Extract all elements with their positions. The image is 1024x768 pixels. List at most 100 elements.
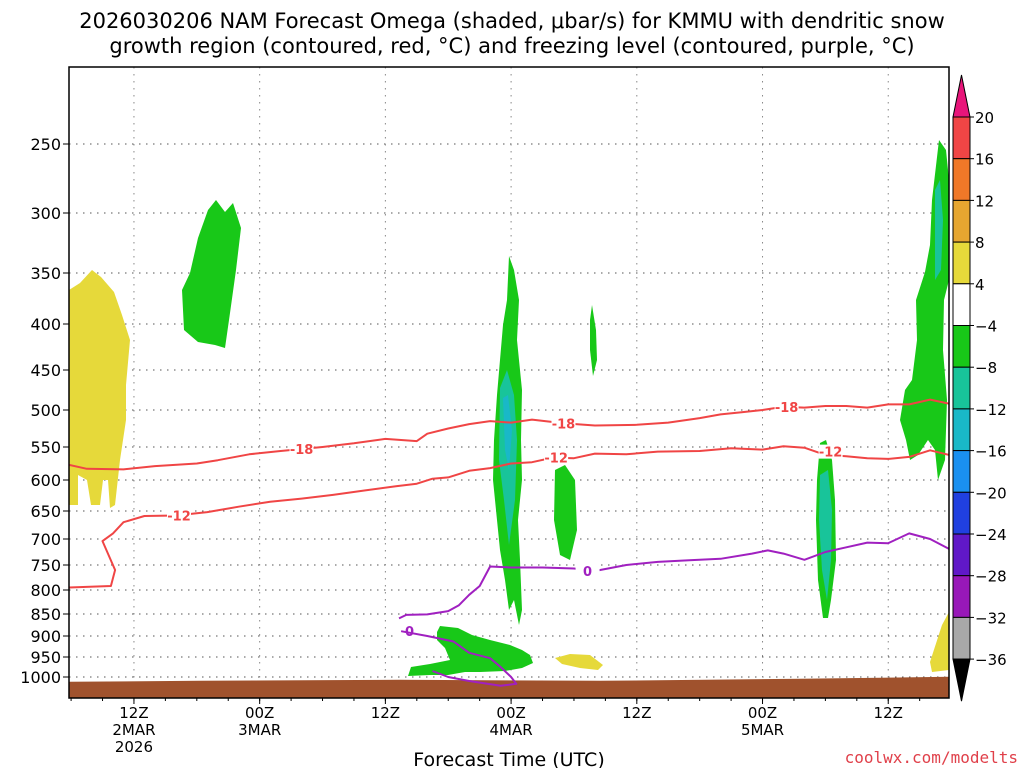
colorbar-box <box>952 450 971 493</box>
y-tick-label: 1000 <box>20 668 61 687</box>
colorbar-box <box>952 199 971 243</box>
y-tick-label: 800 <box>30 581 61 600</box>
contour-label-bg <box>818 444 843 459</box>
colorbar-label: −8 <box>975 359 997 377</box>
contour-label-bg <box>289 441 314 456</box>
contour-label: -12 <box>544 452 568 467</box>
y-tick-label: 250 <box>30 135 61 154</box>
credit-text: coolwx.com/modelts <box>845 748 1018 767</box>
y-tick-label: 400 <box>30 315 61 334</box>
colorbar-label: 12 <box>975 192 994 210</box>
plot-frame <box>68 66 950 699</box>
y-tick-label: 500 <box>30 401 61 420</box>
x-tick-label: 2026 <box>115 738 153 756</box>
x-tick-label: 3MAR <box>238 721 281 739</box>
y-tick-label: 600 <box>30 471 61 490</box>
omega-region-green-upper-left <box>182 200 241 348</box>
x-axis-label: Forecast Time (UTC) <box>413 749 604 768</box>
colorbar-label: 16 <box>975 151 994 169</box>
omega-region-yellow-far-right <box>930 612 949 672</box>
contour-line-0-lower <box>400 630 518 687</box>
y-tick-label: 950 <box>30 648 61 667</box>
contour-label: -18 <box>552 417 576 432</box>
x-tick-label: 5MAR <box>741 721 784 739</box>
x-tick-label: 4MAR <box>490 721 533 739</box>
colorbar-box <box>952 325 971 368</box>
colorbar-box <box>952 116 971 160</box>
contour-label-bg <box>575 564 600 578</box>
omega-region-green-mid <box>554 465 577 560</box>
colorbar-box <box>952 408 971 452</box>
contour-line--18 <box>69 398 949 471</box>
x-tick-label: 00Z <box>748 704 777 722</box>
contour-label: -18 <box>290 443 314 458</box>
x-tick-label: 12Z <box>371 704 400 722</box>
colorbar-label: −36 <box>975 651 1007 669</box>
omega-region-teal-right-column <box>819 470 832 600</box>
x-tick-label: 12Z <box>874 704 903 722</box>
colorbar-label: 8 <box>975 234 985 252</box>
terrain-ground <box>69 676 949 698</box>
omega-region-yellow-low <box>555 654 603 670</box>
y-tick-label: 900 <box>30 627 61 646</box>
y-tick-label: 750 <box>30 556 61 575</box>
contour-label: -18 <box>775 401 799 416</box>
x-tick-label: 00Z <box>496 704 525 722</box>
colorbar-box <box>952 241 971 285</box>
contour-label-bg <box>774 399 799 414</box>
x-tick-label: 12Z <box>622 704 651 722</box>
chart-title-line1: 2026030206 NAM Forecast Omega (shaded, μ… <box>79 9 945 33</box>
colorbar-box <box>952 366 971 410</box>
contour-line--12 <box>69 445 949 589</box>
y-tick-label: 550 <box>30 438 61 457</box>
colorbar-label: 4 <box>975 276 985 294</box>
x-tick-label: 12Z <box>119 704 148 722</box>
colorbar-box <box>952 283 971 326</box>
omega-region-cyan-center-column <box>503 395 512 470</box>
contour-label: -12 <box>819 446 843 461</box>
y-tick-label: 650 <box>30 502 61 521</box>
chart-title-line2: growth region (contoured, red, °C) and f… <box>109 34 914 58</box>
contour-label: -12 <box>167 509 191 524</box>
colorbar-box <box>952 575 971 618</box>
colorbar-label: −24 <box>975 526 1007 544</box>
x-tick-label: 2MAR <box>112 721 155 739</box>
omega-region-green-small-1 <box>590 305 597 376</box>
omega-region-yellow-left <box>69 270 130 508</box>
contour-line-0 <box>398 532 949 620</box>
colorbar-label: −32 <box>975 609 1007 627</box>
colorbar-label: −28 <box>975 568 1007 586</box>
y-tick-label: 300 <box>30 204 61 223</box>
colorbar-label: −16 <box>975 443 1007 461</box>
colorbar-top-triangle <box>952 74 971 118</box>
y-tick-label: 350 <box>30 264 61 283</box>
omega-shading <box>69 140 949 676</box>
colorbar-label: 20 <box>975 109 994 127</box>
contour-label: 0 <box>583 565 592 580</box>
x-tick-label: 00Z <box>245 704 274 722</box>
y-axis-pressure: 250 300 350 400 450 500 550 600 650 700 750 800 850 9… <box>20 135 69 687</box>
y-tick-label: 850 <box>30 605 61 624</box>
colorbar-box <box>952 158 971 201</box>
omega-region-green-low <box>408 626 533 676</box>
grid-lines <box>69 67 949 698</box>
contour-label-bg <box>551 416 576 431</box>
colorbar-label: −12 <box>975 401 1007 419</box>
colorbar-box <box>952 533 971 577</box>
y-tick-label: 700 <box>30 530 61 549</box>
contour-label-bg <box>167 508 191 523</box>
colorbar-box <box>952 616 971 660</box>
colorbar-box <box>952 491 971 535</box>
colorbar-label: −4 <box>975 318 997 336</box>
terrain-fill <box>69 676 949 698</box>
omega-region-green-far-right <box>900 140 949 480</box>
omega-colorbar: 20 16 12 8 4 −4 −8 −12 −16 −20 −24 −28 −32 −36 <box>952 74 1007 702</box>
contour-label-bg <box>544 450 569 465</box>
y-tick-label: 450 <box>30 361 61 380</box>
colorbar-bottom-triangle <box>952 658 971 702</box>
omega-region-teal-far-right <box>935 180 943 280</box>
